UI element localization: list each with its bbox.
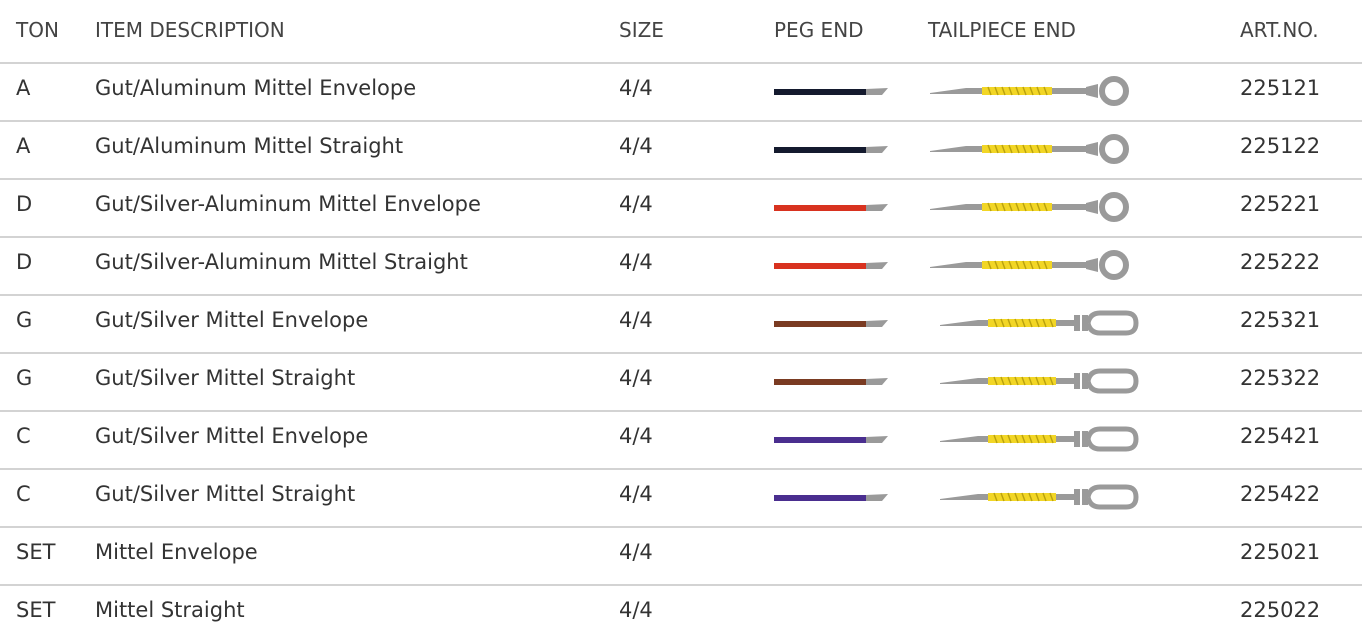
peg-end-string-icon (772, 490, 892, 504)
table-row: G Gut/Silver Mittel Straight 4/4 225322 (0, 352, 1362, 410)
description-cell: Mittel Envelope (95, 540, 258, 564)
row-divider (0, 62, 1362, 64)
size-cell: 4/4 (619, 134, 653, 158)
table-row: D Gut/Silver-Aluminum Mittel Straight 4/4 2… (0, 236, 1362, 294)
row-divider (0, 120, 1362, 122)
description-cell: Gut/Silver-Aluminum Mittel Envelope (95, 192, 481, 216)
table-row: D Gut/Silver-Aluminum Mittel Envelope 4/4 2… (0, 178, 1362, 236)
table-row: C Gut/Silver Mittel Straight 4/4 225422 (0, 468, 1362, 526)
size-cell: 4/4 (619, 540, 653, 564)
loop-tailpiece-icon (928, 363, 1144, 399)
description-cell: Gut/Silver Mittel Envelope (95, 308, 369, 332)
header-peg-end: PEG END (774, 18, 864, 42)
header-description: ITEM DESCRIPTION (95, 18, 285, 42)
table-row: SET Mittel Envelope 4/4 225021 (0, 526, 1362, 584)
description-cell: Mittel Straight (95, 598, 245, 622)
row-divider (0, 294, 1362, 296)
description-cell: Gut/Silver Mittel Straight (95, 366, 356, 390)
art-no-cell: 225121 (1240, 76, 1321, 100)
art-no-cell: 225321 (1240, 308, 1321, 332)
art-no-cell: 225422 (1240, 482, 1321, 506)
ball-ring-tailpiece-icon (928, 247, 1144, 283)
art-no-cell: 225221 (1240, 192, 1321, 216)
ball-ring-tailpiece-icon (928, 73, 1144, 109)
size-cell: 4/4 (619, 424, 653, 448)
ball-ring-tailpiece-icon (928, 131, 1144, 167)
art-no-cell: 225021 (1240, 540, 1321, 564)
peg-end-string-icon (772, 432, 892, 446)
loop-tailpiece-icon (928, 305, 1144, 341)
ball-ring-tailpiece-icon (928, 189, 1144, 225)
ton-cell: A (16, 134, 31, 158)
peg-end-string-icon (772, 258, 892, 272)
description-cell: Gut/Silver-Aluminum Mittel Straight (95, 250, 468, 274)
row-divider (0, 468, 1362, 470)
size-cell: 4/4 (619, 598, 653, 622)
art-no-cell: 225122 (1240, 134, 1321, 158)
art-no-cell: 225222 (1240, 250, 1321, 274)
size-cell: 4/4 (619, 308, 653, 332)
row-divider (0, 236, 1362, 238)
ton-cell: C (16, 482, 31, 506)
row-divider (0, 352, 1362, 354)
header-size: SIZE (619, 18, 664, 42)
ton-cell: G (16, 308, 33, 332)
description-cell: Gut/Aluminum Mittel Straight (95, 134, 404, 158)
header-ton: TON (16, 18, 59, 42)
art-no-cell: 225421 (1240, 424, 1321, 448)
table-row: A Gut/Aluminum Mittel Straight 4/4 225122 (0, 120, 1362, 178)
table-row: SET Mittel Straight 4/4 225022 (0, 584, 1362, 642)
loop-tailpiece-icon (928, 421, 1144, 457)
row-divider (0, 410, 1362, 412)
ton-cell: D (16, 250, 33, 274)
row-divider (0, 178, 1362, 180)
ton-cell: SET (16, 598, 56, 622)
ton-cell: G (16, 366, 33, 390)
size-cell: 4/4 (619, 76, 653, 100)
table-row: A Gut/Aluminum Mittel Envelope 4/4 225121 (0, 62, 1362, 120)
size-cell: 4/4 (619, 250, 653, 274)
description-cell: Gut/Aluminum Mittel Envelope (95, 76, 417, 100)
description-cell: Gut/Silver Mittel Straight (95, 482, 356, 506)
row-divider (0, 526, 1362, 528)
size-cell: 4/4 (619, 366, 653, 390)
peg-end-string-icon (772, 84, 892, 98)
art-no-cell: 225022 (1240, 598, 1321, 622)
ton-cell: D (16, 192, 33, 216)
peg-end-string-icon (772, 142, 892, 156)
loop-tailpiece-icon (928, 479, 1144, 515)
art-no-cell: 225322 (1240, 366, 1321, 390)
ton-cell: C (16, 424, 31, 448)
ton-cell: SET (16, 540, 56, 564)
table-header: TON ITEM DESCRIPTION SIZE PEG END TAILPI… (0, 0, 1362, 62)
description-cell: Gut/Silver Mittel Envelope (95, 424, 369, 448)
peg-end-string-icon (772, 200, 892, 214)
ton-cell: A (16, 76, 31, 100)
peg-end-string-icon (772, 316, 892, 330)
size-cell: 4/4 (619, 482, 653, 506)
peg-end-string-icon (772, 374, 892, 388)
header-art-no: ART.NO. (1240, 18, 1319, 42)
table-row: G Gut/Silver Mittel Envelope 4/4 225321 (0, 294, 1362, 352)
table-row: C Gut/Silver Mittel Envelope 4/4 225421 (0, 410, 1362, 468)
size-cell: 4/4 (619, 192, 653, 216)
header-tailpiece-end: TAILPIECE END (928, 18, 1076, 42)
row-divider (0, 584, 1362, 586)
